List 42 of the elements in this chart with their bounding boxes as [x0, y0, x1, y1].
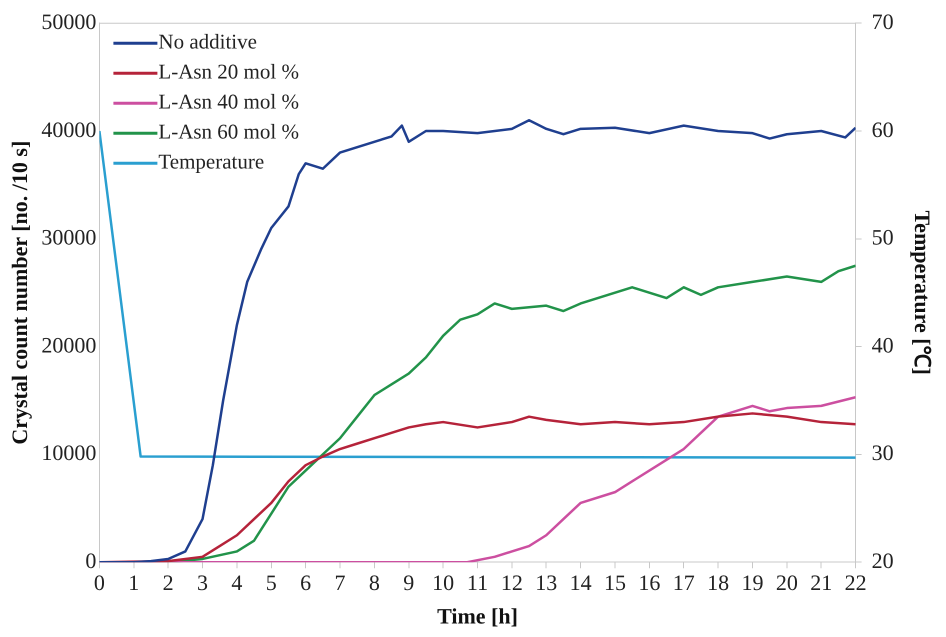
- x-tick-label: 11: [466, 570, 488, 596]
- legend-label: L-Asn 40 mol %: [158, 90, 299, 114]
- x-tick-label: 18: [707, 570, 730, 596]
- x-tick-label: 13: [535, 570, 558, 596]
- y2-tick-label: 20: [872, 548, 894, 573]
- x-tick-label: 7: [334, 570, 346, 596]
- y2-tick-label: 40: [872, 332, 894, 358]
- y-tick-label: 50000: [41, 8, 96, 34]
- x-tick-label: 4: [231, 570, 242, 596]
- x-tick-label: 9: [403, 570, 414, 596]
- x-tick-label: 17: [672, 570, 695, 596]
- x-tick-label: 15: [604, 570, 626, 596]
- y-tick-label: 20000: [41, 332, 96, 358]
- x-tick-label: 3: [197, 570, 208, 596]
- x-tick-label: 1: [128, 570, 140, 596]
- x-tick-label: 8: [368, 570, 380, 596]
- legend-label: Temperature: [158, 150, 264, 174]
- y-tick-label: 0: [85, 548, 96, 573]
- y-axis-title: Crystal count number [no. /10 s]: [6, 140, 32, 445]
- legend-label: L-Asn 60 mol %: [158, 120, 299, 144]
- legend-label: No additive: [158, 30, 257, 54]
- y2-axis-title: Temperature [℃]: [910, 210, 936, 375]
- legend-label: L-Asn 20 mol %: [158, 60, 299, 84]
- y2-tick-label: 60: [872, 116, 894, 142]
- x-tick-label: 2: [162, 570, 174, 596]
- x-tick-label: 22: [844, 570, 867, 596]
- y2-tick-label: 50: [872, 224, 894, 250]
- y-tick-label: 30000: [41, 224, 96, 250]
- x-tick-label: 14: [570, 570, 592, 596]
- y-tick-label: 40000: [41, 116, 96, 142]
- x-tick-label: 21: [810, 570, 832, 596]
- x-tick-label: 20: [776, 570, 798, 596]
- y2-tick-label: 30: [872, 440, 894, 466]
- x-axis-title: Time [h]: [437, 603, 518, 628]
- x-tick-label: 12: [500, 570, 523, 596]
- x-tick-label: 19: [741, 570, 764, 596]
- y-tick-label: 10000: [41, 440, 96, 466]
- x-tick-label: 10: [432, 570, 454, 596]
- x-tick-label: 16: [638, 570, 660, 596]
- x-tick-label: 6: [300, 570, 312, 596]
- y2-tick-label: 70: [872, 8, 894, 34]
- x-tick-label: 5: [266, 570, 277, 596]
